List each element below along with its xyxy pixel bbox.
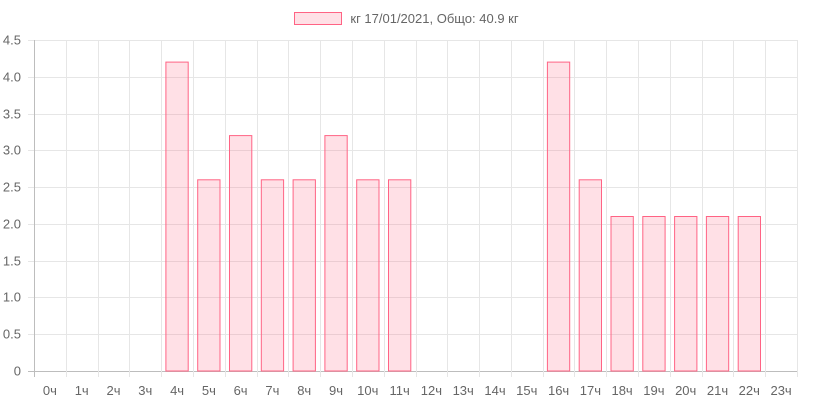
x-tick-label: 17ч [580,383,601,398]
x-tick-label: 10ч [357,383,378,398]
x-tick-label: 4ч [170,383,184,398]
axis-layer: 0 0.5 1.0 1.5 2.0 2.5 3.0 3.5 4.0 4.5 0ч 1ч 2ч 3ч 4ч 5ч… [3,33,792,399]
x-tick-label: 15ч [516,383,537,398]
bar-18ч [610,216,634,372]
y-tick-label: 0 [14,364,21,379]
x-tick-label: 18ч [611,383,632,398]
x-tick-label: 20ч [675,383,696,398]
y-tick-label: 3.5 [3,107,21,122]
x-tick-label: 21ч [707,383,728,398]
y-tick-label: 4.5 [3,33,21,48]
y-tick-label: 1.0 [3,290,21,305]
x-tick-label: 0ч [43,383,57,398]
y-tick-label: 1.5 [3,254,21,269]
bar-17ч [578,179,603,372]
legend-swatch [294,12,343,25]
y-tick-label: 2.5 [3,180,21,195]
bar-6ч [229,135,253,372]
x-tick-label: 19ч [643,383,664,398]
bar-10ч [356,179,380,372]
x-tick-label: 13ч [453,383,474,398]
bar-9ч [324,135,348,372]
x-tick-label: 3ч [138,383,152,398]
bar-19ч [642,216,666,372]
grid-layer [28,40,798,377]
x-tick-label: 6ч [234,383,248,398]
x-tick-label: 12ч [421,383,442,398]
legend-label: кг 17/01/2021, Общо: 40.9 кг [350,11,519,26]
y-tick-label: 0.5 [3,327,21,342]
x-tick-label: 2ч [106,383,120,398]
y-tick-label: 2.0 [3,217,21,232]
x-tick-label: 1ч [75,383,89,398]
bar-4ч [165,61,189,372]
x-tick-label: 22ч [739,383,760,398]
x-tick-label: 7ч [265,383,279,398]
bar-layer [165,61,762,372]
x-tick-label: 8ч [297,383,311,398]
x-tick-label: 11ч [389,383,409,398]
bar-22ч [737,216,762,372]
y-tick-label: 3.0 [3,143,21,158]
bar-21ч [705,216,730,372]
bar-7ч [260,179,285,372]
x-tick-label: 23ч [770,383,791,398]
x-tick-label: 16ч [548,383,569,398]
bar-8ч [292,179,316,372]
bar-11ч [388,179,412,372]
bar-5ч [197,179,221,372]
y-tick-label: 4.0 [3,70,21,85]
x-tick-label: 14ч [484,383,505,398]
x-tick-label: 5ч [202,383,216,398]
legend[interactable]: кг 17/01/2021, Общо: 40.9 кг [0,11,813,26]
x-tick-label: 9ч [329,383,343,398]
bar-16ч [546,61,571,372]
bar-20ч [674,216,698,372]
